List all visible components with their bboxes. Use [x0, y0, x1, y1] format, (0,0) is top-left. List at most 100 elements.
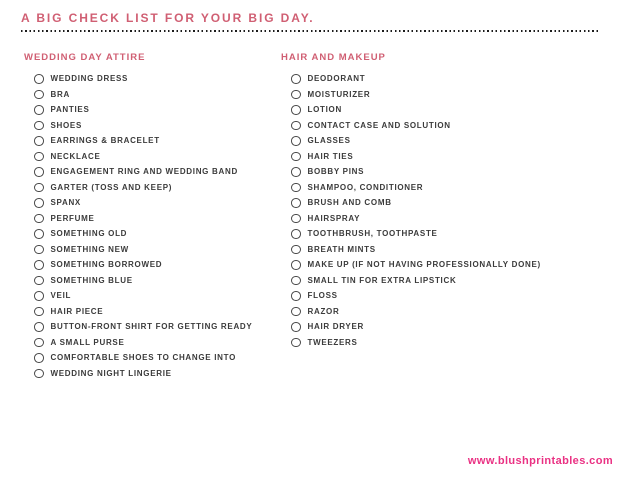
checkbox-circle-icon[interactable]	[34, 105, 44, 115]
checklist-item-label: GLASSES	[307, 136, 351, 146]
dotted-divider	[21, 30, 598, 32]
checkbox-circle-icon[interactable]	[291, 74, 301, 84]
checklist-item: TWEEZERS	[281, 335, 630, 351]
checklist-item: SPANX	[24, 195, 281, 211]
checkbox-circle-icon[interactable]	[291, 213, 301, 223]
checklist-item-label: BOBBY PINS	[307, 167, 365, 177]
checkbox-circle-icon[interactable]	[34, 89, 44, 99]
checkbox-circle-icon[interactable]	[291, 105, 301, 115]
checklist-item: HAIR DRYER	[281, 319, 630, 335]
checkbox-circle-icon[interactable]	[291, 322, 301, 332]
checklist-item: BOBBY PINS	[281, 164, 630, 180]
checkbox-circle-icon[interactable]	[291, 337, 301, 347]
section-header-wedding-day-attire: WEDDING DAY ATTIRE	[24, 52, 146, 63]
checkbox-circle-icon[interactable]	[34, 244, 44, 254]
checklist-item-label: TWEEZERS	[307, 337, 358, 347]
section-wedding-day-attire: WEDDING DAY ATTIRE WEDDING DRESS BRA	[24, 52, 281, 381]
checklist-item: PERFUME	[24, 211, 281, 227]
checkbox-circle-icon[interactable]	[34, 306, 44, 316]
checklist-item: BRUSH AND COMB	[281, 195, 630, 211]
page-title: A BIG CHECK LIST FOR YOUR BIG DAY.	[21, 11, 315, 25]
checklist-hair-and-makeup: DEODORANT MOISTURIZER LOTION CON	[281, 71, 630, 350]
checklist-item-label: SOMETHING OLD	[50, 229, 128, 239]
checkbox-circle-icon[interactable]	[34, 136, 44, 146]
checklist-item: BREATH MINTS	[281, 242, 630, 258]
checkbox-circle-icon[interactable]	[34, 120, 44, 130]
checklist-item: WEDDING NIGHT LINGERIE	[24, 366, 281, 382]
checkbox-circle-icon[interactable]	[291, 89, 301, 99]
checkbox-circle-icon[interactable]	[34, 229, 44, 239]
checkbox-circle-icon[interactable]	[34, 74, 44, 84]
checkbox-circle-icon[interactable]	[291, 136, 301, 146]
checkbox-circle-icon[interactable]	[291, 182, 301, 192]
checklist-item: BRA	[24, 87, 281, 103]
checklist-item-label: BUTTON-FRONT SHIRT FOR GETTING READY	[50, 322, 253, 332]
checkbox-circle-icon[interactable]	[34, 213, 44, 223]
checkbox-circle-icon[interactable]	[291, 291, 301, 301]
checklist-item-label: SMALL TIN FOR EXTRA LIPSTICK	[307, 275, 457, 285]
checkbox-circle-icon[interactable]	[34, 353, 44, 363]
checkbox-circle-icon[interactable]	[291, 260, 301, 270]
checkbox-circle-icon[interactable]	[291, 229, 301, 239]
checklist-item: RAZOR	[281, 304, 630, 320]
checkbox-circle-icon[interactable]	[291, 120, 301, 130]
checklist-item-label: PANTIES	[50, 105, 90, 115]
checklist-item: SHOES	[24, 118, 281, 134]
checklist-item-label: NECKLACE	[50, 151, 101, 161]
checklist-item-label: DEODORANT	[307, 74, 366, 84]
checklist-item-label: WEDDING NIGHT LINGERIE	[50, 368, 172, 378]
checklist-item-label: SOMETHING BLUE	[50, 275, 133, 285]
checklist-item: CONTACT CASE AND SOLUTION	[281, 118, 630, 134]
checkbox-circle-icon[interactable]	[291, 306, 301, 316]
checklist-item: SMALL TIN FOR EXTRA LIPSTICK	[281, 273, 630, 289]
checkbox-circle-icon[interactable]	[291, 151, 301, 161]
checkbox-circle-icon[interactable]	[34, 337, 44, 347]
checklist-item: MOISTURIZER	[281, 87, 630, 103]
checklist-item-label: TOOTHBRUSH, TOOTHPASTE	[307, 229, 438, 239]
checklist-item-label: SPANX	[50, 198, 81, 208]
checklist-item-label: CONTACT CASE AND SOLUTION	[307, 120, 451, 130]
checklist-item-label: BREATH MINTS	[307, 244, 376, 254]
checklist-item: SOMETHING BORROWED	[24, 257, 281, 273]
checkbox-circle-icon[interactable]	[34, 182, 44, 192]
checklist-item: ENGAGEMENT RING AND WEDDING BAND	[24, 164, 281, 180]
checklist-item-label: VEIL	[50, 291, 72, 301]
checklist-item-label: MOISTURIZER	[307, 89, 371, 99]
checklist-item-label: FLOSS	[307, 291, 338, 301]
checklist-item: NECKLACE	[24, 149, 281, 165]
checklist-item-label: SHOES	[50, 120, 83, 130]
checklist-item: WEDDING DRESS	[24, 71, 281, 87]
checklist-item-label: GARTER (TOSS AND KEEP)	[50, 182, 173, 192]
checklist-item: GLASSES	[281, 133, 630, 149]
checklist-item-label: EARRINGS & BRACELET	[50, 136, 160, 146]
checklist-item: SOMETHING OLD	[24, 226, 281, 242]
checklist-item-label: LOTION	[307, 105, 342, 115]
checkbox-circle-icon[interactable]	[291, 275, 301, 285]
checkbox-circle-icon[interactable]	[291, 167, 301, 177]
website-link[interactable]: www.blushprintables.com	[467, 455, 613, 467]
checklist-item-label: HAIR DRYER	[307, 322, 364, 332]
checklist-item-label: RAZOR	[307, 306, 340, 316]
checkbox-circle-icon[interactable]	[34, 275, 44, 285]
checklist-item: MAKE UP (IF NOT HAVING PROFESSIONALLY DO…	[281, 257, 630, 273]
checkbox-circle-icon[interactable]	[291, 198, 301, 208]
checkbox-circle-icon[interactable]	[34, 322, 44, 332]
checklist-item: A SMALL PURSE	[24, 335, 281, 351]
checkbox-circle-icon[interactable]	[34, 151, 44, 161]
checkbox-circle-icon[interactable]	[34, 167, 44, 177]
checklist-item: EARRINGS & BRACELET	[24, 133, 281, 149]
checklist-item: TOOTHBRUSH, TOOTHPASTE	[281, 226, 630, 242]
checkbox-circle-icon[interactable]	[34, 198, 44, 208]
checklist-item-label: HAIR PIECE	[50, 306, 104, 316]
checklist-item-label: SOMETHING NEW	[50, 244, 129, 254]
checklist-item-label: BRUSH AND COMB	[307, 198, 392, 208]
checklist-columns: WEDDING DAY ATTIRE WEDDING DRESS BRA	[24, 52, 630, 381]
checkbox-circle-icon[interactable]	[34, 291, 44, 301]
checkbox-circle-icon[interactable]	[34, 368, 44, 378]
checklist-item-label: SHAMPOO, CONDITIONER	[307, 182, 424, 192]
checkbox-circle-icon[interactable]	[291, 244, 301, 254]
checklist-item: HAIR PIECE	[24, 304, 281, 320]
checklist-item: VEIL	[24, 288, 281, 304]
checkbox-circle-icon[interactable]	[34, 260, 44, 270]
